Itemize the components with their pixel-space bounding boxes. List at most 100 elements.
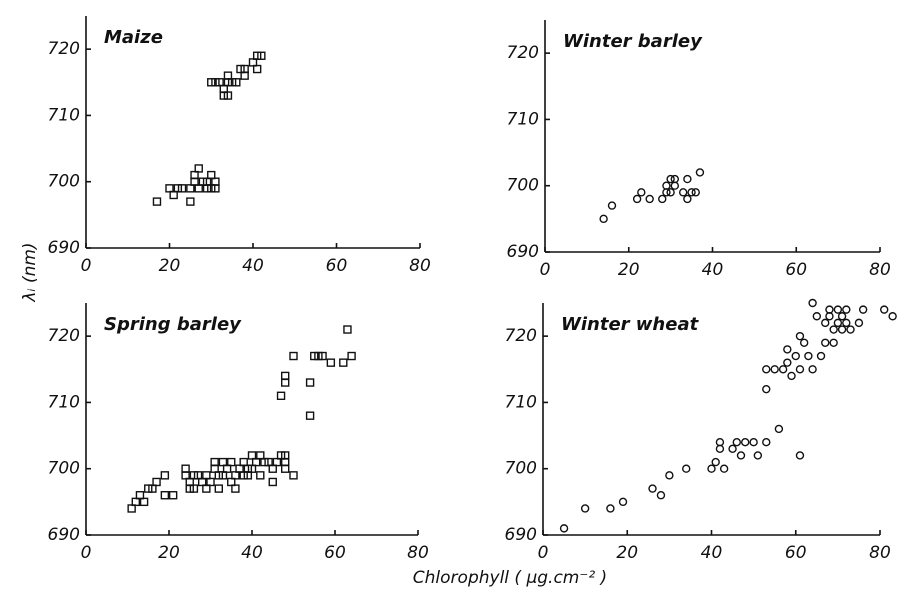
x-tick-label: 0 <box>81 543 92 563</box>
point <box>808 298 817 308</box>
point <box>888 312 897 321</box>
y-tick-label: 710 <box>505 392 537 412</box>
panel-title: Spring barley <box>104 314 242 335</box>
point <box>347 351 356 361</box>
point <box>559 524 569 533</box>
x-tick-label: 0 <box>81 256 92 276</box>
y-tick-label: 710 <box>507 109 539 129</box>
x-tick-label: 0 <box>540 260 551 280</box>
x-tick-label: 80 <box>869 543 891 563</box>
x-tick-label: 20 <box>159 256 181 276</box>
point <box>719 464 729 473</box>
point <box>658 194 667 204</box>
y-tick-label: 720 <box>507 43 539 63</box>
point <box>289 471 298 480</box>
point <box>210 457 219 467</box>
point <box>795 331 805 341</box>
point <box>599 214 608 224</box>
y-tick-label: 690 <box>505 525 537 545</box>
point <box>854 318 864 328</box>
y-tick-label: 710 <box>48 392 80 412</box>
point <box>732 438 741 447</box>
point <box>795 451 805 460</box>
y-tick-label: 700 <box>507 176 539 196</box>
x-tick-label: 80 <box>409 256 431 276</box>
point <box>833 305 843 314</box>
y-tick-label: 700 <box>48 459 80 479</box>
point <box>666 174 675 184</box>
point <box>256 471 265 480</box>
point <box>181 464 190 473</box>
panel-title: Winter barley <box>563 31 703 52</box>
point <box>139 497 149 507</box>
point <box>310 351 319 361</box>
point <box>711 457 720 467</box>
point <box>606 504 615 513</box>
point <box>682 464 691 473</box>
point <box>736 451 746 460</box>
point <box>607 201 617 210</box>
y-tick-label: 720 <box>48 326 80 346</box>
point <box>281 451 290 460</box>
x-tick-label: 60 <box>785 543 807 563</box>
point <box>783 345 792 354</box>
point <box>707 464 716 473</box>
point <box>318 351 327 361</box>
point <box>880 305 889 314</box>
panel-title: Winter wheat <box>561 314 700 335</box>
y-tick-label: 720 <box>48 39 80 59</box>
point <box>691 188 700 197</box>
point <box>741 438 750 447</box>
point <box>223 91 233 100</box>
point <box>762 365 771 374</box>
x-axis-label: Chlorophyll ( µg.cm⁻² ) <box>413 568 607 588</box>
point <box>152 477 161 487</box>
x-tick-label: 40 <box>242 256 264 276</box>
y-tick-label: 690 <box>48 525 80 545</box>
y-tick-label: 700 <box>48 172 80 192</box>
point <box>160 471 170 480</box>
y-tick-label: 720 <box>505 326 537 346</box>
point <box>252 64 262 74</box>
point <box>829 325 838 334</box>
point <box>580 504 590 513</box>
point <box>808 365 817 374</box>
point <box>829 338 838 347</box>
point <box>804 351 813 361</box>
point <box>206 477 215 487</box>
point <box>858 305 868 314</box>
point <box>715 438 725 447</box>
y-tick-label: 710 <box>48 105 80 125</box>
point <box>846 325 855 334</box>
point <box>211 184 220 193</box>
y-tick-label: 690 <box>507 242 539 262</box>
x-tick-label: 20 <box>618 260 640 280</box>
point <box>774 424 784 434</box>
point <box>837 325 847 334</box>
point <box>791 351 800 361</box>
point <box>787 371 796 381</box>
point <box>665 471 674 480</box>
x-tick-label: 60 <box>785 260 807 280</box>
point <box>783 358 792 367</box>
panel-title: Maize <box>104 27 163 48</box>
point <box>231 484 240 493</box>
x-tick-label: 40 <box>702 260 724 280</box>
point <box>762 384 771 394</box>
point <box>837 312 847 321</box>
point <box>289 351 298 361</box>
x-tick-label: 20 <box>616 543 638 563</box>
point <box>339 358 348 367</box>
point <box>666 188 675 197</box>
point <box>214 484 224 493</box>
point <box>276 391 286 400</box>
y-axis-label: λᵢ (nm) <box>20 242 40 302</box>
x-tick-label: 0 <box>538 543 549 563</box>
x-tick-label: 60 <box>326 256 348 276</box>
point <box>770 365 779 374</box>
point <box>168 491 178 500</box>
point <box>637 188 646 197</box>
point <box>656 491 666 500</box>
point <box>753 451 763 460</box>
